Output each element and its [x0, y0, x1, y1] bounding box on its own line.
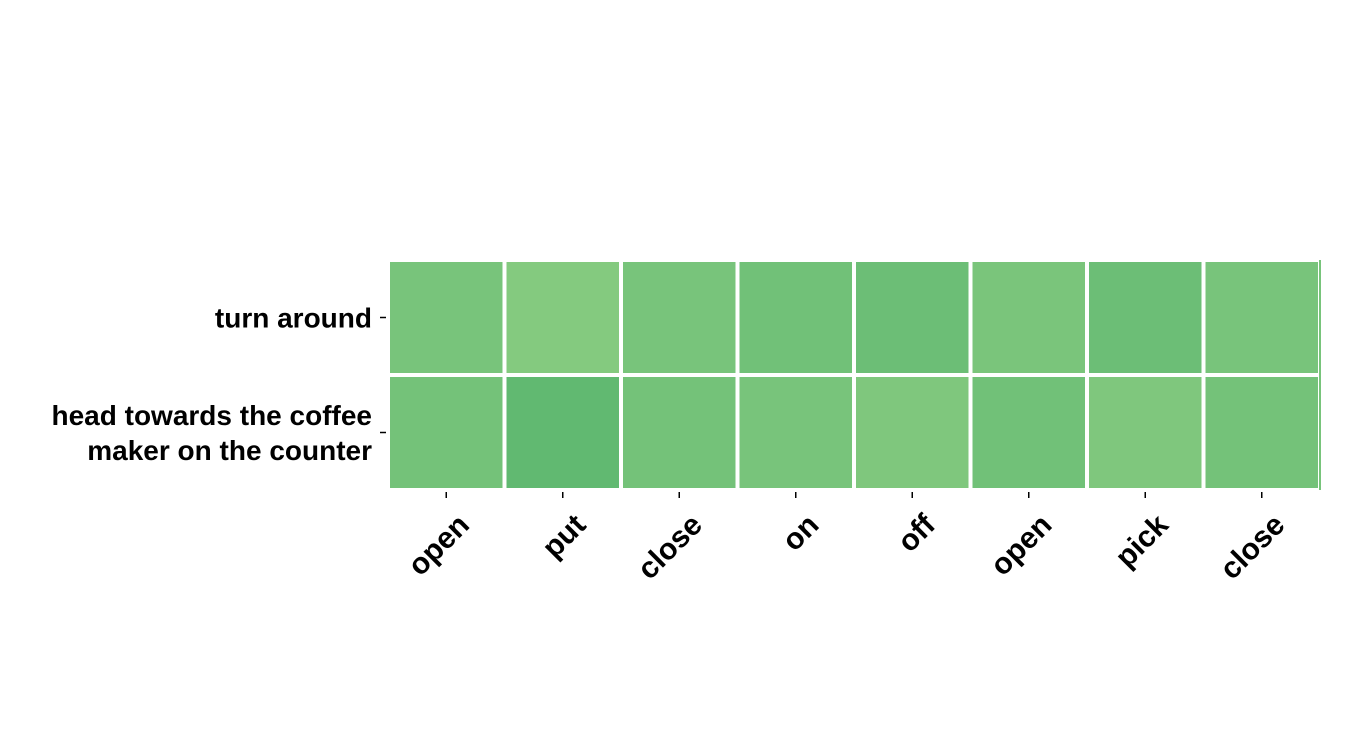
x-tick-label: close — [1214, 508, 1292, 586]
heatmap-cell-r1-c2 — [623, 377, 736, 488]
heatmap-cell-r0-c3 — [739, 262, 852, 373]
y-tick-label-line: head towards the coffee — [51, 400, 372, 431]
x-tick-label: open — [402, 508, 476, 582]
x-tick-label: put — [536, 508, 592, 564]
x-tick-label: close — [631, 508, 709, 586]
y-tick-label: head towards the coffee maker on the coun… — [51, 400, 372, 466]
heatmap-cell-r0-c1 — [506, 262, 619, 373]
heatmap-cell-r1-c1 — [506, 377, 619, 488]
y-tick-label: turn around — [215, 302, 372, 333]
heatmap-cell-r1-c4 — [856, 377, 969, 488]
heatmap-cells — [390, 260, 1321, 490]
heatmap-cell-r0-c0 — [390, 262, 503, 373]
heatmap-cell-r1-c7 — [1205, 377, 1318, 488]
x-tick-label: pick — [1109, 508, 1175, 574]
y-tick-label-line: turn around — [215, 302, 372, 333]
y-tick-label-line: maker on the counter — [87, 435, 372, 466]
heatmap-cell-r1-c3 — [739, 377, 852, 488]
x-tick-label: off — [891, 508, 942, 559]
y-axis: turn around head towards the coffee maker … — [51, 302, 386, 466]
x-tick-label: open — [984, 508, 1058, 582]
x-tick-label: on — [776, 508, 825, 557]
heatmap-cell-r1-c6 — [1089, 377, 1202, 488]
heatmap-cell-r0-c2 — [623, 262, 736, 373]
heatmap-cell-r0-c5 — [972, 262, 1085, 373]
heatmap-cell-r1-c5 — [972, 377, 1085, 488]
heatmap-cell-r0-c4 — [856, 262, 969, 373]
heatmap-cell-r0-c7 — [1205, 262, 1318, 373]
heatmap-cell-r0-c6 — [1089, 262, 1202, 373]
x-axis: open put close on off open pick close — [402, 492, 1292, 586]
heatmap-cell-r1-c0 — [390, 377, 503, 488]
